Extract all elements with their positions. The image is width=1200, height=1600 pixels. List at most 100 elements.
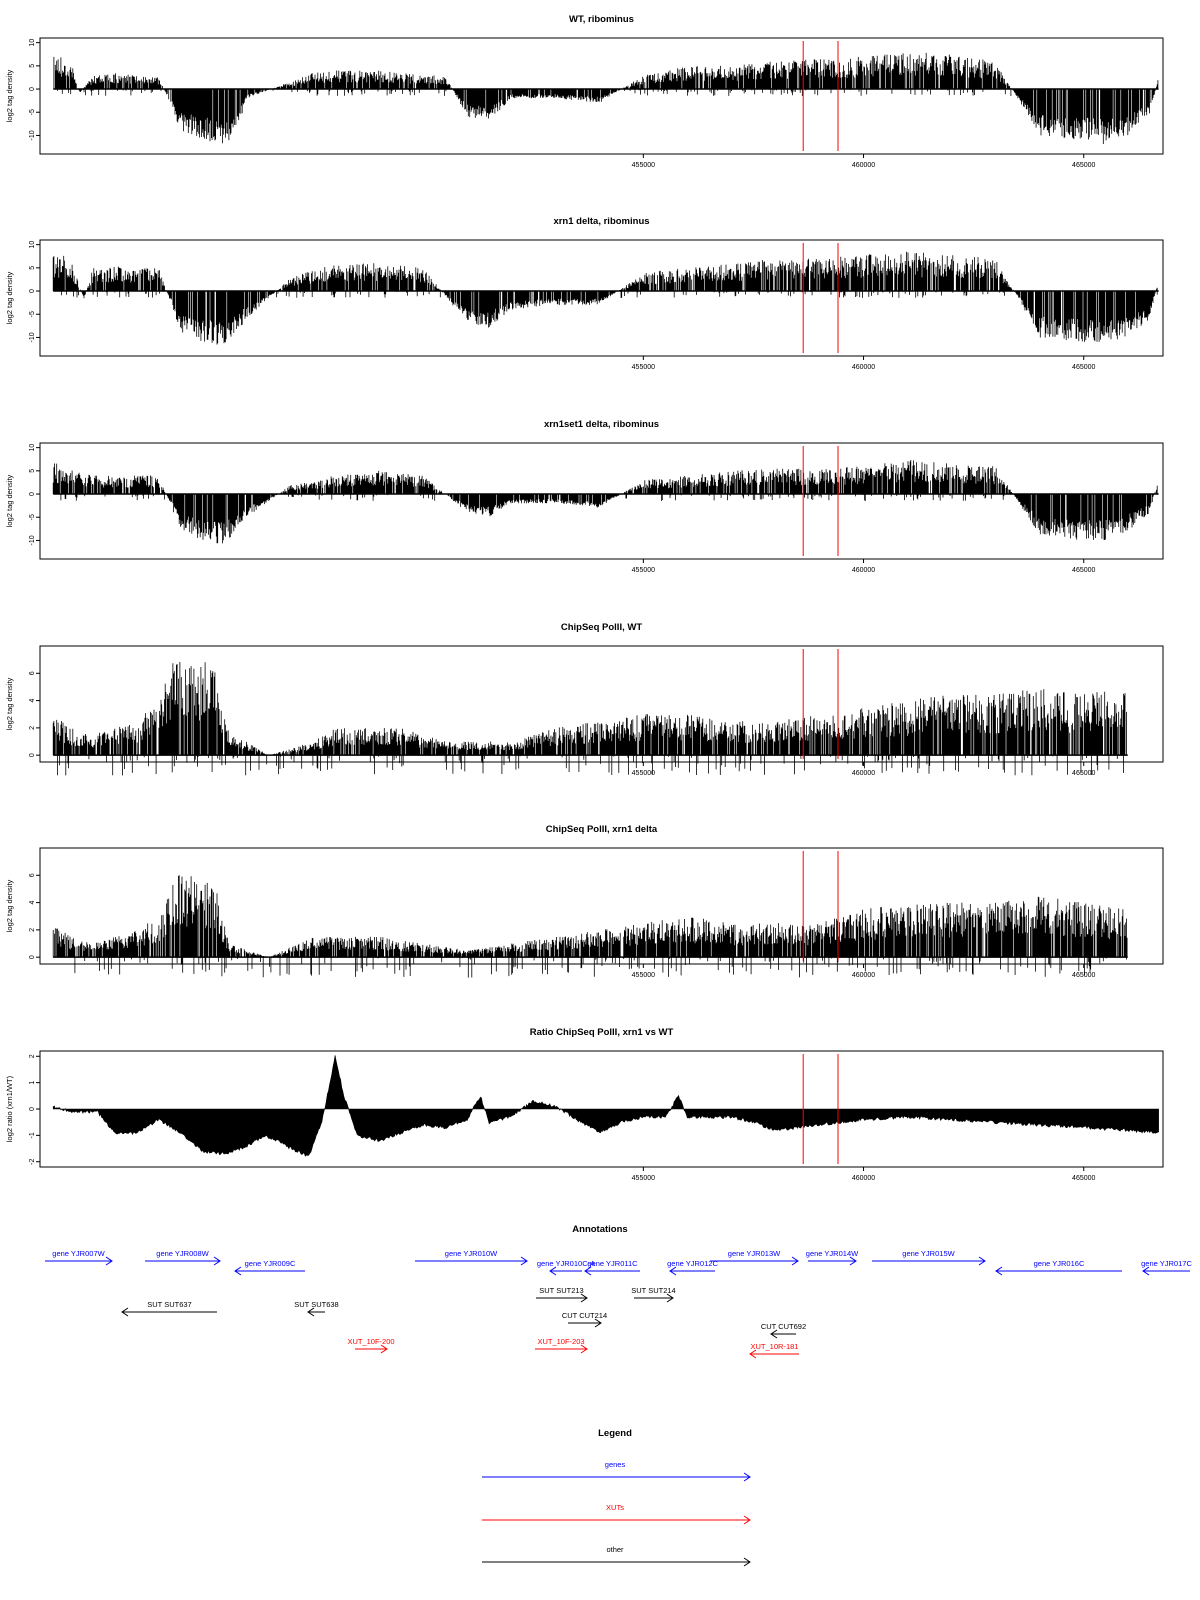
y-tick-label: 6: [29, 873, 36, 877]
data-marks: [52, 1055, 1159, 1157]
data-marks: [52, 251, 1159, 345]
annotation-feature: XUT_10R-181: [749, 1342, 799, 1359]
y-axis-label: log2 tag density: [5, 879, 14, 932]
arrow-right-icon: [580, 1293, 588, 1303]
feature-label: gene YJR007W: [52, 1249, 105, 1258]
feature-label: SUT SUT638: [294, 1300, 338, 1309]
x-tick-label: 465000: [1072, 972, 1095, 979]
feature-label: XUT_10R-181: [751, 1342, 799, 1351]
annotation-feature: gene YJR007W: [45, 1249, 113, 1266]
y-axis-label: log2 tag density: [5, 677, 14, 730]
x-tick-label: 460000: [852, 567, 875, 574]
feature-label: gene YJR014W: [806, 1249, 859, 1258]
x-tick-label: 460000: [852, 770, 875, 777]
y-tick-label: 0: [29, 1107, 36, 1111]
arrow-right-icon: [520, 1256, 528, 1266]
annotations-title: Annotations: [572, 1224, 627, 1235]
annotation-feature: CUT CUT214: [562, 1311, 607, 1328]
annotation-feature: gene YJR010C-A: [537, 1259, 595, 1276]
panel-5: ChipSeq PolII, xrn1 delta 455000 460000 465…: [5, 824, 1164, 979]
annotation-feature: gene YJR013W: [710, 1249, 799, 1266]
y-tick-label: 4: [29, 901, 36, 905]
y-tick-label: 0: [29, 87, 36, 91]
legend: Legend genes XUTs other: [482, 1428, 751, 1567]
feature-label: gene YJR015W: [902, 1249, 955, 1258]
density-bars: [52, 460, 1158, 544]
data-marks: [52, 875, 1128, 978]
annotation-feature: gene YJR012C: [667, 1259, 718, 1276]
y-tick-label: 2: [29, 726, 36, 730]
panel-1: WT, ribominus 455000 460000 465000 10 5 0 -5 -10…: [5, 14, 1164, 169]
feature-label: gene YJR010C-A: [537, 1259, 595, 1268]
feature-label: gene YJR012C: [667, 1259, 718, 1268]
x-tick-label: 465000: [1072, 364, 1095, 371]
x-tick-label: 455000: [632, 364, 655, 371]
panel-2: xrn1 delta, ribominus 455000 460000 465000 1…: [5, 216, 1164, 371]
y-tick-label: -1: [29, 1132, 36, 1138]
y-tick-label: 1: [29, 1081, 36, 1085]
y-tick-label: -5: [29, 514, 36, 520]
feature-label: gene YJR013W: [728, 1249, 781, 1258]
y-tick-label: 0: [29, 753, 36, 757]
annotation-feature: XUT_10F-203: [535, 1337, 588, 1354]
y-tick-label: 4: [29, 699, 36, 703]
arrow-right-icon: [213, 1256, 221, 1266]
annotation-feature: gene YJR008W: [145, 1249, 221, 1266]
x-tick-label: 465000: [1072, 567, 1095, 574]
feature-label: XUT_10F-200: [347, 1337, 394, 1346]
feature-label: gene YJR011C: [587, 1259, 638, 1268]
arrow-right-icon: [666, 1293, 674, 1303]
plot-frame: [39, 645, 1164, 763]
y-tick-label: 6: [29, 671, 36, 675]
arrow-right-icon: [743, 1515, 751, 1525]
x-tick-label: 460000: [852, 972, 875, 979]
y-tick-label: 0: [29, 955, 36, 959]
y-tick-label: -2: [29, 1159, 36, 1165]
arrow-left-icon: [121, 1307, 129, 1317]
density-bars: [53, 52, 1159, 144]
arrow-left-icon: [549, 1266, 557, 1276]
legend-label: other: [606, 1545, 624, 1554]
y-axis-label: log2 ratio (xrn1/WT): [5, 1075, 14, 1142]
legend-label: genes: [605, 1460, 626, 1469]
feature-label: SUT SUT213: [539, 1286, 583, 1295]
annotation-feature: XUT_10F-200: [347, 1337, 395, 1354]
panel-title: xrn1 delta, ribominus: [553, 216, 649, 227]
plot-frame: [39, 37, 1164, 155]
feature-label: gene YJR008W: [156, 1249, 209, 1258]
arrow-right-icon: [580, 1344, 588, 1354]
arrow-left-icon: [1142, 1266, 1150, 1276]
y-tick-label: 2: [29, 1054, 36, 1058]
annotation-feature: gene YJR009C: [234, 1259, 305, 1276]
arrow-left-icon: [770, 1329, 778, 1339]
y-tick-label: -5: [29, 109, 36, 115]
legend-title: Legend: [598, 1428, 632, 1439]
panel-4: ChipSeq PolII, WT 455000 460000 465000 0 2 4 6 l…: [5, 622, 1164, 777]
feature-label: XUT_10F-203: [537, 1337, 584, 1346]
legend-item: other: [482, 1545, 751, 1567]
y-tick-label: -5: [29, 311, 36, 317]
y-tick-label: 2: [29, 928, 36, 932]
panel-6: Ratio ChipSeq PolII, xrn1 vs WT 455000 460…: [5, 1027, 1164, 1182]
feature-label: SUT SUT637: [147, 1300, 191, 1309]
plot-frame: [39, 442, 1164, 560]
legend-item: XUTs: [482, 1503, 751, 1525]
x-tick-label: 455000: [632, 567, 655, 574]
ratio-area: [52, 1055, 1159, 1157]
plot-frame: [39, 239, 1164, 357]
y-tick-label: -10: [29, 332, 36, 342]
annotation-feature: gene YJR015W: [872, 1249, 986, 1266]
data-marks: [52, 460, 1159, 544]
y-axis-label: log2 tag density: [5, 474, 14, 527]
y-tick-label: 10: [29, 39, 36, 47]
y-tick-label: 5: [29, 64, 36, 68]
legend-item: genes: [482, 1460, 751, 1482]
feature-label: gene YJR009C: [245, 1259, 296, 1268]
panel-title: WT, ribominus: [569, 14, 634, 25]
arrow-left-icon: [669, 1266, 677, 1276]
y-tick-label: 0: [29, 289, 36, 293]
x-tick-label: 465000: [1072, 162, 1095, 169]
arrow-right-icon: [105, 1256, 113, 1266]
panel-title: xrn1set1 delta, ribominus: [544, 419, 659, 430]
arrow-left-icon: [995, 1266, 1003, 1276]
